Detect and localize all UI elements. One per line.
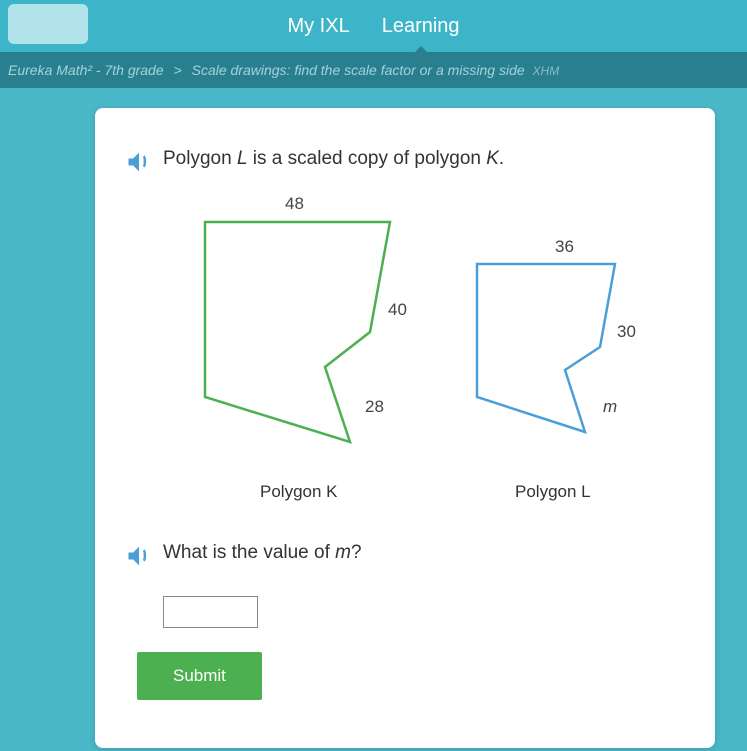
breadcrumb-topic[interactable]: Scale drawings: find the scale factor or… — [192, 62, 525, 78]
polygon-l-shape — [465, 242, 645, 462]
breadcrumb-separator: > — [174, 62, 182, 78]
polygon-k-right-label-1: 40 — [388, 300, 407, 320]
polygons-diagram: 48 40 28 Polygon K 36 30 m Polygon L — [125, 192, 685, 532]
question-text-1: Polygon L is a scaled copy of polygon K. — [163, 148, 504, 170]
polygon-k-top-label: 48 — [285, 194, 304, 214]
answer-input[interactable] — [163, 596, 258, 628]
top-nav: My IXL Learning — [0, 0, 747, 52]
audio-icon[interactable] — [125, 148, 153, 176]
breadcrumb-course[interactable]: Eureka Math² - 7th grade — [8, 62, 164, 78]
question-card: Polygon L is a scaled copy of polygon K.… — [95, 108, 715, 748]
polygon-k-right-label-2: 28 — [365, 397, 384, 417]
nav-learning[interactable]: Learning — [382, 15, 460, 38]
breadcrumb-id: XHM — [533, 64, 560, 78]
question-text-2: What is the value of m? — [163, 542, 362, 564]
audio-icon[interactable] — [125, 542, 153, 570]
polygon-k-shape — [190, 192, 420, 472]
polygon-l-right-label-1: 30 — [617, 322, 636, 342]
nav-my-ixl[interactable]: My IXL — [287, 15, 349, 38]
submit-button[interactable]: Submit — [137, 652, 262, 700]
ixl-logo[interactable] — [8, 4, 88, 44]
polygon-l-right-label-2: m — [603, 397, 617, 417]
polygon-l-top-label: 36 — [555, 237, 574, 257]
polygon-k-caption: Polygon K — [260, 482, 338, 502]
breadcrumb: Eureka Math² - 7th grade > Scale drawing… — [0, 52, 747, 88]
polygon-l-caption: Polygon L — [515, 482, 591, 502]
